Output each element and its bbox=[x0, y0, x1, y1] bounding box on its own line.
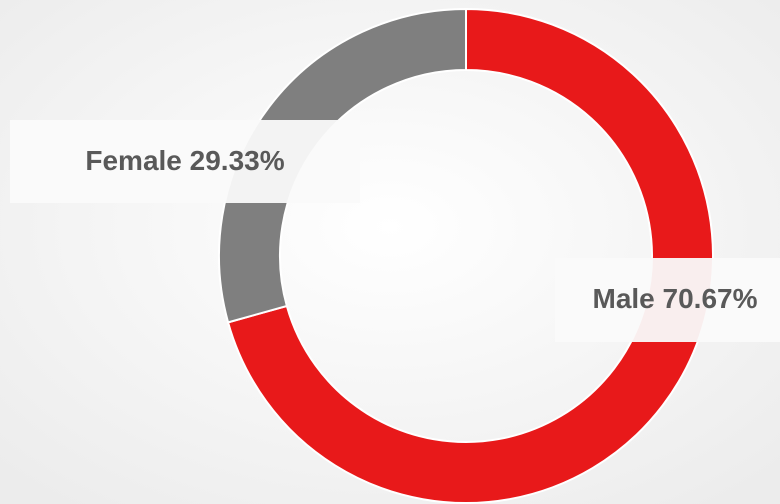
slice bbox=[226, 7, 714, 504]
label-box bbox=[10, 120, 360, 203]
label-box bbox=[555, 258, 780, 342]
slice-label: Male 70.67% bbox=[593, 283, 758, 314]
category-label: Male bbox=[593, 283, 655, 314]
value-label: 29.33% bbox=[190, 145, 285, 176]
value-label: 70.67% bbox=[663, 283, 758, 314]
slice-label: Female 29.33% bbox=[85, 145, 284, 176]
category-label: Female bbox=[85, 145, 182, 176]
